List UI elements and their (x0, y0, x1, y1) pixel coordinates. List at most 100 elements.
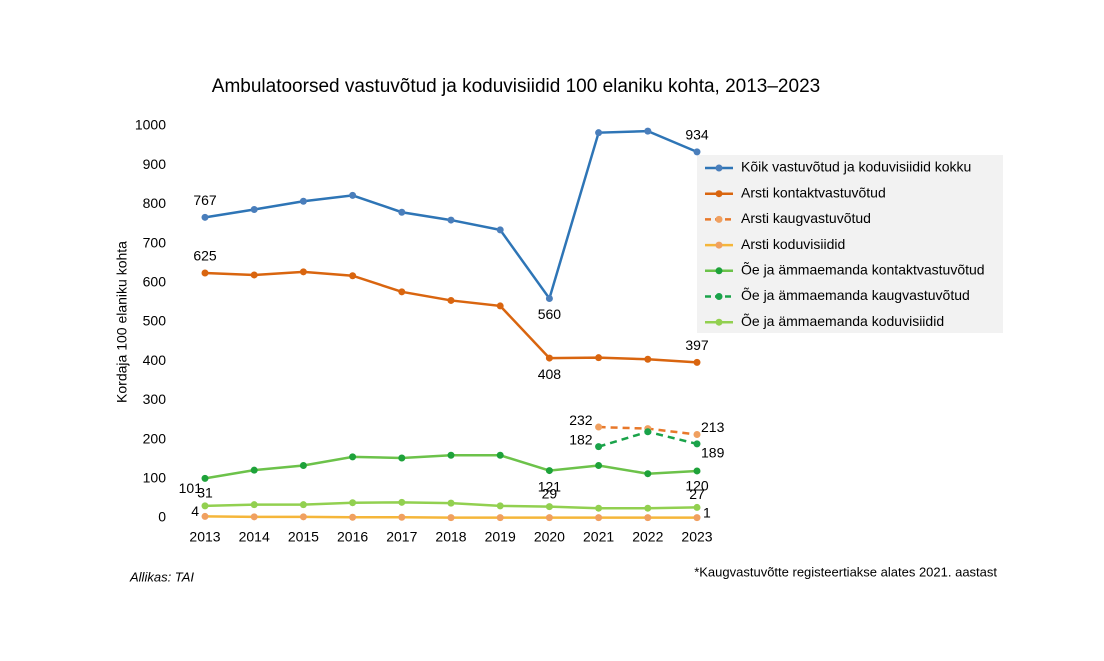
y-tick-label: 1000 (135, 117, 166, 133)
data-point (349, 453, 357, 461)
data-label: 120 (685, 478, 709, 494)
x-tick-label: 2021 (583, 529, 614, 545)
data-label: 397 (685, 337, 709, 353)
x-tick-label: 2019 (485, 529, 516, 545)
data-point (595, 354, 603, 362)
data-point (447, 296, 455, 304)
data-point (595, 504, 603, 512)
data-point (250, 501, 258, 509)
data-point (299, 461, 307, 469)
data-label: 625 (193, 248, 217, 264)
legend-marker (715, 318, 723, 326)
y-tick-label: 800 (143, 195, 167, 211)
data-point (398, 208, 406, 216)
y-tick-label: 300 (143, 391, 167, 407)
data-point (595, 443, 603, 451)
x-tick-label: 2013 (189, 529, 220, 545)
data-point (299, 197, 307, 205)
x-tick-label: 2023 (681, 529, 712, 545)
data-point (693, 440, 701, 448)
x-tick-label: 2018 (435, 529, 466, 545)
data-point (447, 451, 455, 459)
x-tick-label: 2014 (239, 529, 270, 545)
data-label: 213 (701, 419, 725, 435)
y-tick-label: 100 (143, 470, 167, 486)
data-point (299, 501, 307, 509)
x-tick-label: 2017 (386, 529, 417, 545)
data-point (349, 272, 357, 280)
y-tick-label: 500 (143, 313, 167, 329)
data-point (693, 148, 701, 156)
data-point (595, 461, 603, 469)
data-point (398, 288, 406, 296)
data-label: 182 (569, 431, 593, 447)
data-point (398, 513, 406, 521)
legend-marker (715, 164, 723, 172)
data-label: 27 (689, 486, 705, 502)
data-point (693, 514, 701, 522)
data-point (349, 499, 357, 507)
x-tick-label: 2015 (288, 529, 319, 545)
y-axis-label: Kordaja 100 elaniku kohta (114, 241, 130, 403)
legend-marker (715, 267, 723, 275)
y-tick-label: 900 (143, 156, 167, 172)
legend-label: Õe ja ämmaemanda kaugvastuvõtud (741, 287, 970, 303)
y-tick-label: 200 (143, 430, 167, 446)
data-point (644, 514, 652, 522)
y-tick-label: 700 (143, 234, 167, 250)
legend-marker (715, 241, 723, 249)
chart-title: Ambulatoorsed vastuvõtud ja koduvisiidid… (212, 76, 820, 97)
data-point (201, 213, 209, 221)
data-label: 121 (538, 478, 562, 494)
data-point (201, 474, 209, 482)
data-point (693, 358, 701, 366)
data-point (201, 512, 209, 520)
x-tick-label: 2016 (337, 529, 368, 545)
data-point (250, 271, 258, 279)
data-label: 101 (179, 480, 203, 496)
source: Allikas: TAI (129, 569, 194, 584)
legend-label: Kõik vastuvõtud ja koduvisiidid kokku (741, 159, 971, 175)
data-point (201, 502, 209, 510)
legend-marker (715, 190, 723, 198)
data-point (644, 470, 652, 478)
data-point (250, 466, 258, 474)
data-point (644, 127, 652, 135)
y-tick-label: 600 (143, 274, 167, 290)
legend-marker (715, 293, 723, 300)
data-point (496, 502, 504, 510)
data-point (545, 294, 553, 302)
data-point (595, 514, 603, 522)
data-label: 232 (569, 412, 593, 428)
footnote: *Kaugvastuvõtte registeertiakse alates 2… (694, 564, 997, 579)
legend-marker (715, 215, 723, 223)
data-point (349, 513, 357, 521)
legend-label: Õe ja ämmaemanda koduvisiidid (741, 313, 944, 329)
data-point (496, 451, 504, 459)
data-label: 767 (193, 192, 217, 208)
legend-label: Arsti koduvisiidid (741, 236, 845, 252)
data-point (545, 503, 553, 511)
data-label: 560 (538, 306, 562, 322)
data-point (398, 454, 406, 462)
data-point (299, 513, 307, 521)
data-label: 1 (703, 504, 711, 520)
x-tick-label: 2022 (632, 529, 663, 545)
data-point (545, 354, 553, 362)
data-point (496, 514, 504, 522)
data-point (349, 191, 357, 199)
data-point (447, 216, 455, 224)
y-tick-label: 0 (158, 509, 166, 525)
data-label: 934 (685, 127, 709, 143)
data-label: 408 (538, 366, 562, 382)
data-point (693, 503, 701, 511)
data-point (496, 226, 504, 234)
data-point (299, 268, 307, 276)
data-point (496, 302, 504, 310)
data-point (644, 355, 652, 363)
data-label: 4 (191, 503, 199, 519)
legend-label: Õe ja ämmaemanda kontaktvastuvõtud (741, 262, 985, 278)
data-label: 29 (542, 485, 558, 501)
data-label: 31 (197, 485, 213, 501)
